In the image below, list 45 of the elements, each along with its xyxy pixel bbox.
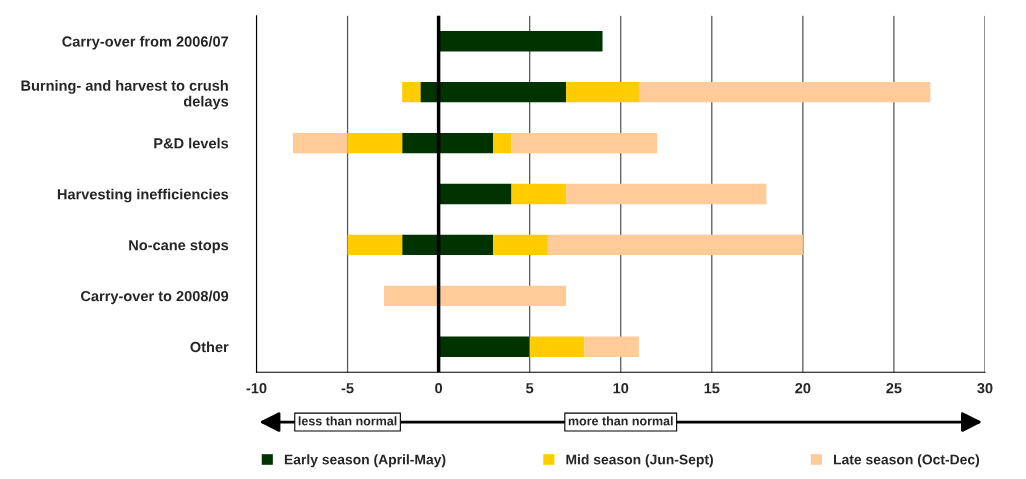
bar: [529, 336, 585, 357]
legend-label: Mid season (Jun-Sept): [566, 454, 713, 468]
bar: [493, 132, 512, 154]
bar: [584, 336, 639, 357]
y-tick-label: Carry-over to 2008/09: [80, 290, 229, 305]
x-tick-label: 15: [704, 383, 720, 394]
x-tick-label: 25: [886, 382, 902, 394]
bar: [438, 132, 494, 154]
y-tick-label: Carry-over from 2006/07: [62, 35, 229, 50]
bar: [438, 336, 530, 357]
bar: [566, 81, 639, 103]
y-tick-label: P&D levels: [154, 137, 229, 149]
bar: [347, 132, 403, 154]
bar: [347, 234, 403, 256]
x-tick-label: -10: [246, 382, 267, 394]
bar: [638, 81, 931, 103]
bar: [493, 234, 548, 256]
y-tick-label: Harvesting inefficiencies: [57, 188, 229, 203]
bar: [383, 285, 439, 306]
bar: [438, 31, 603, 52]
bar: [402, 234, 439, 256]
bar: [547, 234, 803, 256]
x-tick-label: 0: [435, 382, 443, 394]
bar: [402, 132, 439, 154]
x-tick-label: 30: [977, 382, 993, 394]
bar: [566, 183, 767, 205]
x-tick-label: 10: [613, 382, 629, 394]
y-tick-label: Burning- and harvest to crush delays: [21, 80, 229, 110]
x-tick-label: 20: [795, 382, 811, 394]
bar: [438, 183, 512, 205]
bar: [511, 183, 567, 205]
bar: [511, 132, 658, 154]
y-tick-label: Other: [190, 341, 229, 353]
text: less than normal: [298, 416, 397, 426]
x-tick-label: -5: [341, 383, 354, 394]
bar: [292, 132, 348, 154]
bar: [438, 234, 494, 256]
legend-label: Late season (Oct-Dec): [834, 454, 980, 468]
legend-label: Early season (April-May): [284, 454, 446, 468]
y-tick-label: No-cane stops: [129, 240, 229, 254]
x-tick-label: 5: [526, 383, 534, 394]
bar: [438, 285, 567, 306]
bar: [402, 81, 421, 103]
text: more than normal: [568, 416, 673, 426]
bar: [438, 81, 567, 103]
